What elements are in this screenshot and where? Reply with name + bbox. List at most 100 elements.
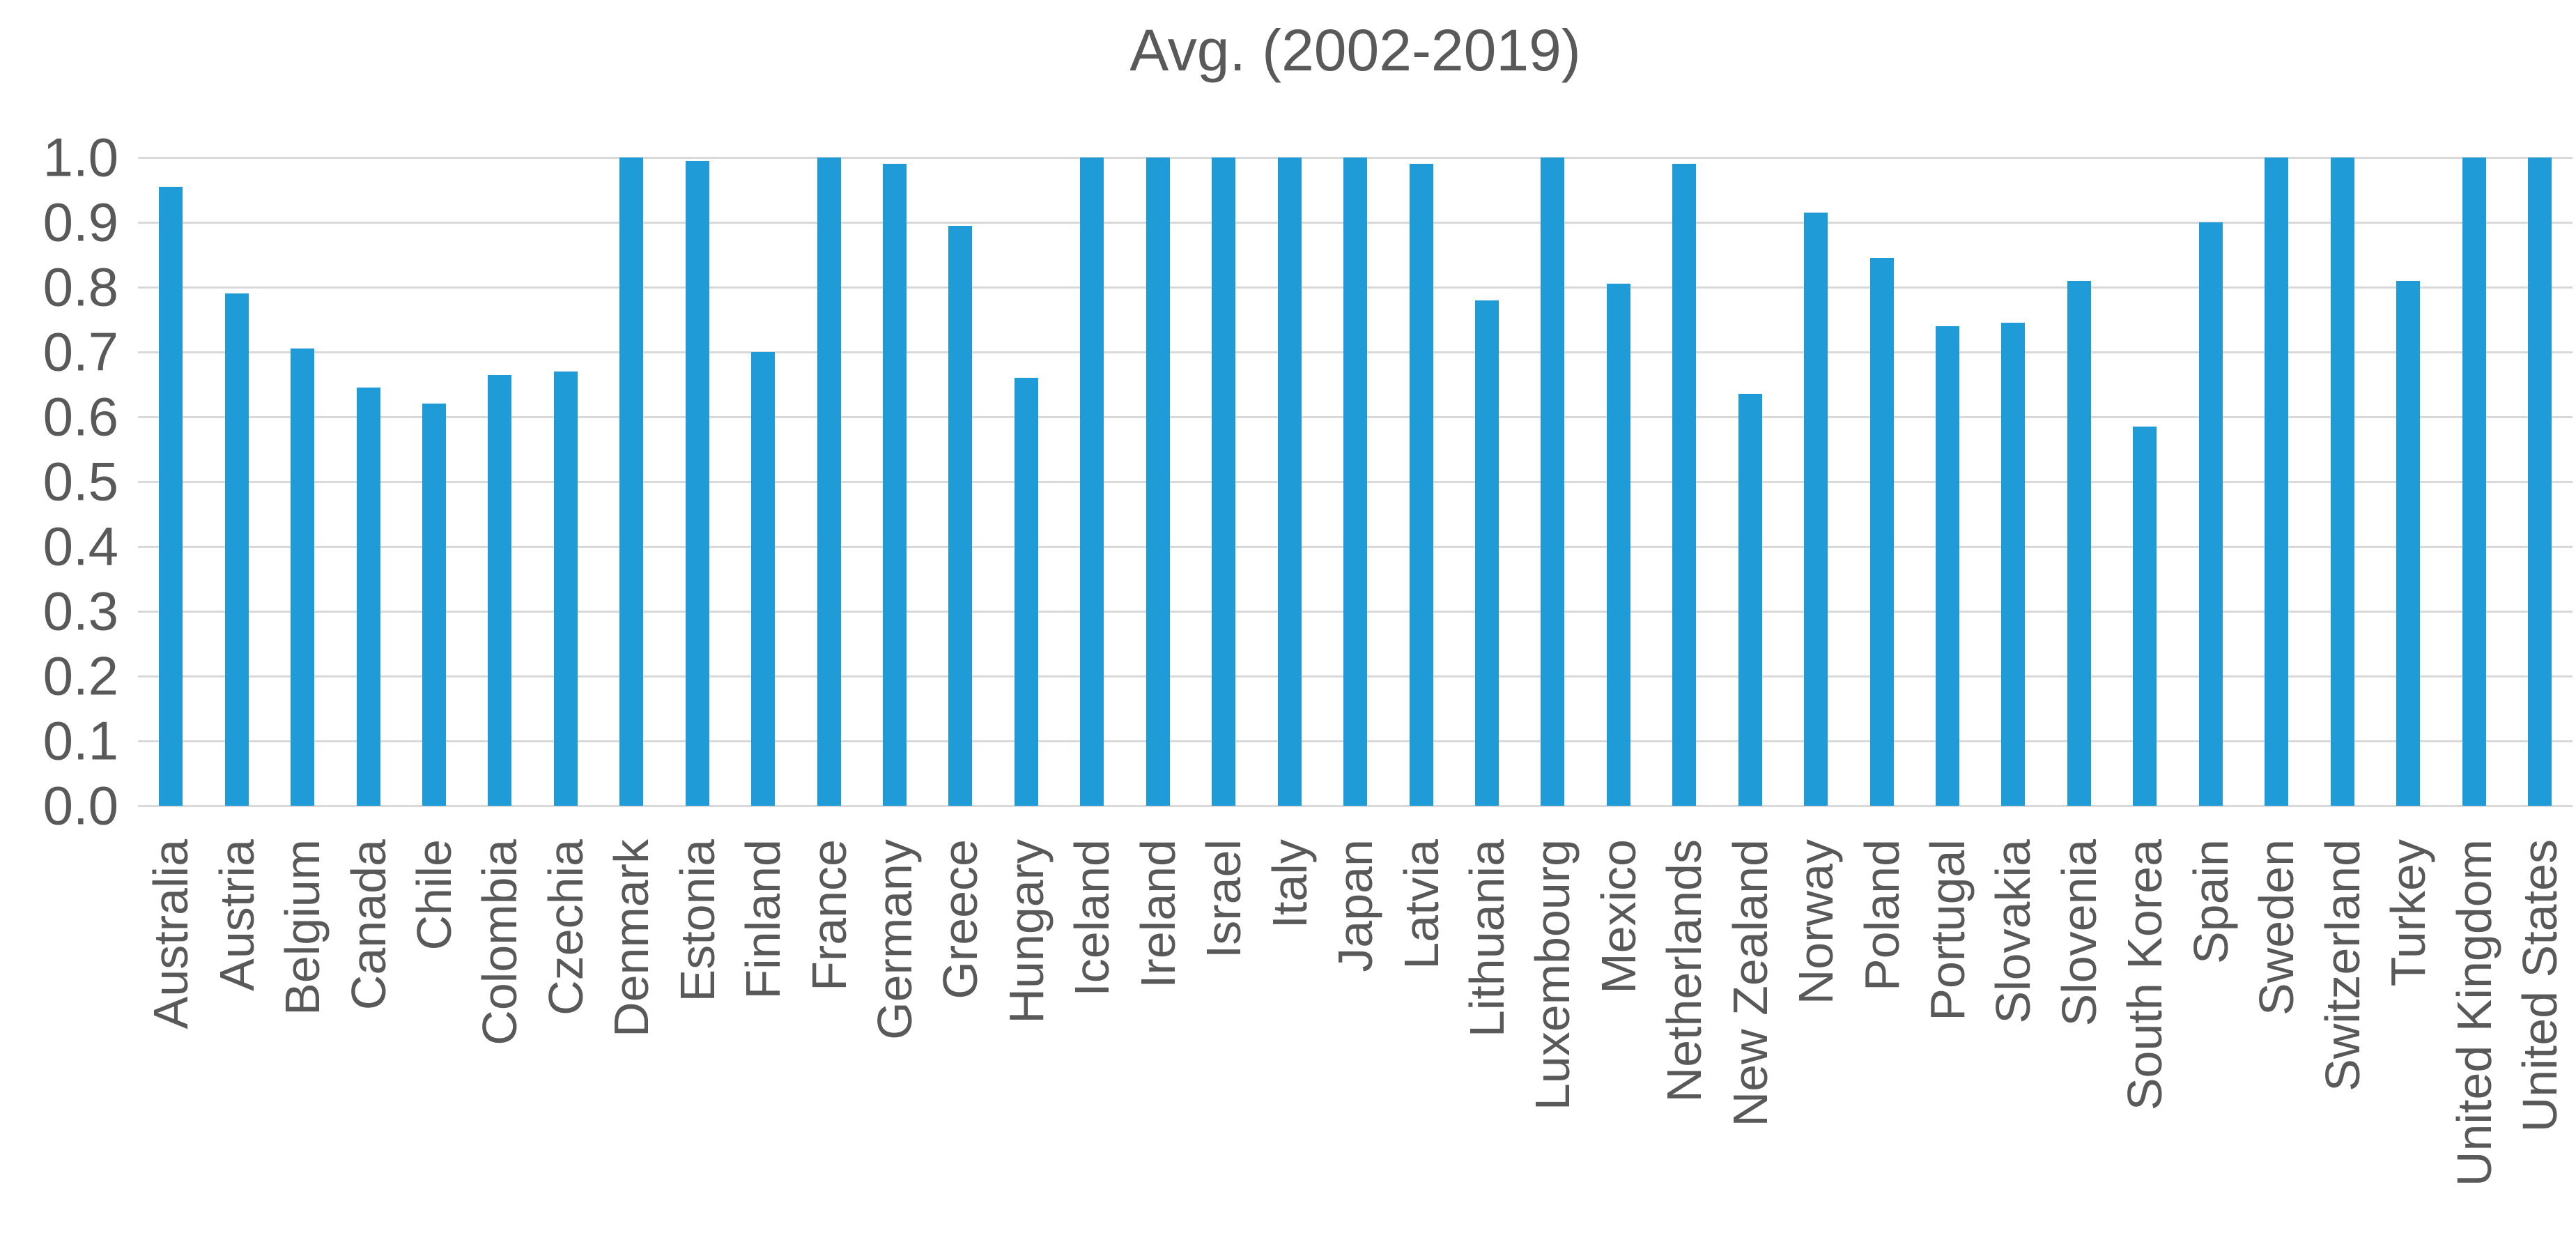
- x-label-slot: Norway: [1783, 807, 1849, 1004]
- bar: [1409, 164, 1433, 806]
- bar-slot: [1059, 158, 1125, 806]
- x-tick-label: Israel: [1196, 839, 1251, 959]
- bar-slot: [1586, 158, 1651, 806]
- bar-slot: [1191, 158, 1256, 806]
- bar-slot: [2046, 158, 2112, 806]
- bar-slot: [401, 158, 467, 806]
- x-tick-label: Poland: [1854, 839, 1909, 991]
- bar: [2527, 158, 2552, 806]
- bar: [1869, 258, 1894, 806]
- x-tick-label: Spain: [2183, 839, 2238, 965]
- bar: [1738, 394, 1762, 806]
- x-tick-label: Colombia: [472, 839, 527, 1046]
- x-tick-label: Mexico: [1591, 839, 1646, 994]
- bar-slot: [203, 158, 269, 806]
- x-tick-label: Belgium: [275, 839, 330, 1016]
- x-tick-label: Latvia: [1394, 839, 1449, 970]
- bar-slot: [730, 158, 796, 806]
- x-tick-label: New Zealand: [1722, 839, 1777, 1127]
- x-tick-label: South Korea: [2118, 839, 2173, 1111]
- x-label-slot: Austria: [203, 807, 269, 991]
- bar: [2001, 323, 2026, 806]
- x-tick-label: Estonia: [670, 839, 725, 1002]
- x-tick-label: Denmark: [604, 839, 659, 1037]
- y-tick-label: 0.5: [43, 450, 118, 512]
- bar-slot: [270, 158, 335, 806]
- x-label-slot: Denmark: [599, 807, 664, 1037]
- x-label-slot: Greece: [927, 807, 993, 1000]
- bar: [356, 388, 380, 806]
- y-tick-label: 1.0: [43, 126, 118, 188]
- bar-slot: [1980, 158, 2046, 806]
- x-label-slot: Luxembourg: [1520, 807, 1585, 1110]
- x-label-slot: Chile: [401, 807, 467, 951]
- y-tick-label: 0.6: [43, 385, 118, 447]
- bar-slot: [1454, 158, 1520, 806]
- x-tick-label: Lithuania: [1459, 839, 1514, 1038]
- x-tick-label: Austria: [209, 839, 264, 991]
- bar: [1936, 326, 1960, 806]
- x-label-slot: Portugal: [1915, 807, 1980, 1021]
- bar-slot: [2112, 158, 2177, 806]
- bar: [2330, 158, 2354, 806]
- bar: [1146, 158, 1170, 806]
- bar: [1541, 158, 1565, 806]
- x-tick-label: Switzerland: [2315, 839, 2370, 1092]
- x-label-slot: Lithuania: [1454, 807, 1520, 1037]
- x-axis: Australia Austria Belgium Canada Chile Colomb…: [138, 807, 2573, 1239]
- y-tick-label: 0.3: [43, 580, 118, 642]
- bar-slot: [1388, 158, 1453, 806]
- x-tick-label: France: [801, 839, 856, 991]
- x-tick-label: Luxembourg: [1525, 839, 1580, 1111]
- bar: [2133, 426, 2157, 806]
- x-tick-label: Sweden: [2249, 839, 2304, 1016]
- y-tick-label: 0.9: [43, 191, 118, 253]
- bar-slot: [862, 158, 927, 806]
- bar: [817, 158, 841, 806]
- bar-slot: [335, 158, 401, 806]
- bar: [1212, 158, 1236, 806]
- bar: [224, 293, 249, 806]
- plot-area: [138, 157, 2573, 807]
- bar-slot: [2441, 158, 2506, 806]
- x-label-slot: Belgium: [270, 807, 335, 1016]
- bar: [2396, 280, 2421, 806]
- bar: [553, 371, 578, 806]
- bars-row: [138, 158, 2573, 806]
- x-label-slot: France: [796, 807, 861, 991]
- bar-slot: [1915, 158, 1980, 806]
- bar-slot: [2375, 158, 2441, 806]
- bar: [883, 164, 907, 806]
- x-tick-label: Finland: [736, 839, 791, 1000]
- y-tick-label: 0.4: [43, 515, 118, 577]
- bar-slot: [1651, 158, 1717, 806]
- x-tick-label: Australia: [144, 839, 199, 1029]
- bar-slot: [2178, 158, 2244, 806]
- x-label-slot: United States: [2507, 807, 2573, 1132]
- x-label-slot: Finland: [730, 807, 796, 1000]
- bar-slot: [1520, 158, 1585, 806]
- x-tick-label: Chile: [406, 839, 461, 951]
- y-tick-label: 0.7: [43, 321, 118, 383]
- bar-slot: [796, 158, 861, 806]
- x-label-slot: Latvia: [1388, 807, 1453, 970]
- gridline: [138, 805, 2573, 807]
- bar-slot: [994, 158, 1059, 806]
- x-tick-label: Greece: [933, 839, 988, 1000]
- x-label-slot: Switzerland: [2309, 807, 2375, 1092]
- bar-slot: [927, 158, 993, 806]
- bar-slot: [665, 158, 730, 806]
- x-tick-label: Canada: [341, 839, 396, 1011]
- y-tick-label: 0.8: [43, 256, 118, 318]
- x-label-slot: Mexico: [1586, 807, 1651, 994]
- x-label-slot: South Korea: [2112, 807, 2177, 1110]
- x-tick-label: Netherlands: [1657, 839, 1712, 1103]
- x-tick-label: Iceland: [1065, 839, 1120, 997]
- bar: [1606, 284, 1630, 806]
- bar: [1672, 164, 1697, 806]
- x-label-slot: Spain: [2178, 807, 2244, 964]
- x-tick-label: Ireland: [1130, 839, 1185, 989]
- bar: [1343, 158, 1368, 806]
- bar: [488, 374, 512, 806]
